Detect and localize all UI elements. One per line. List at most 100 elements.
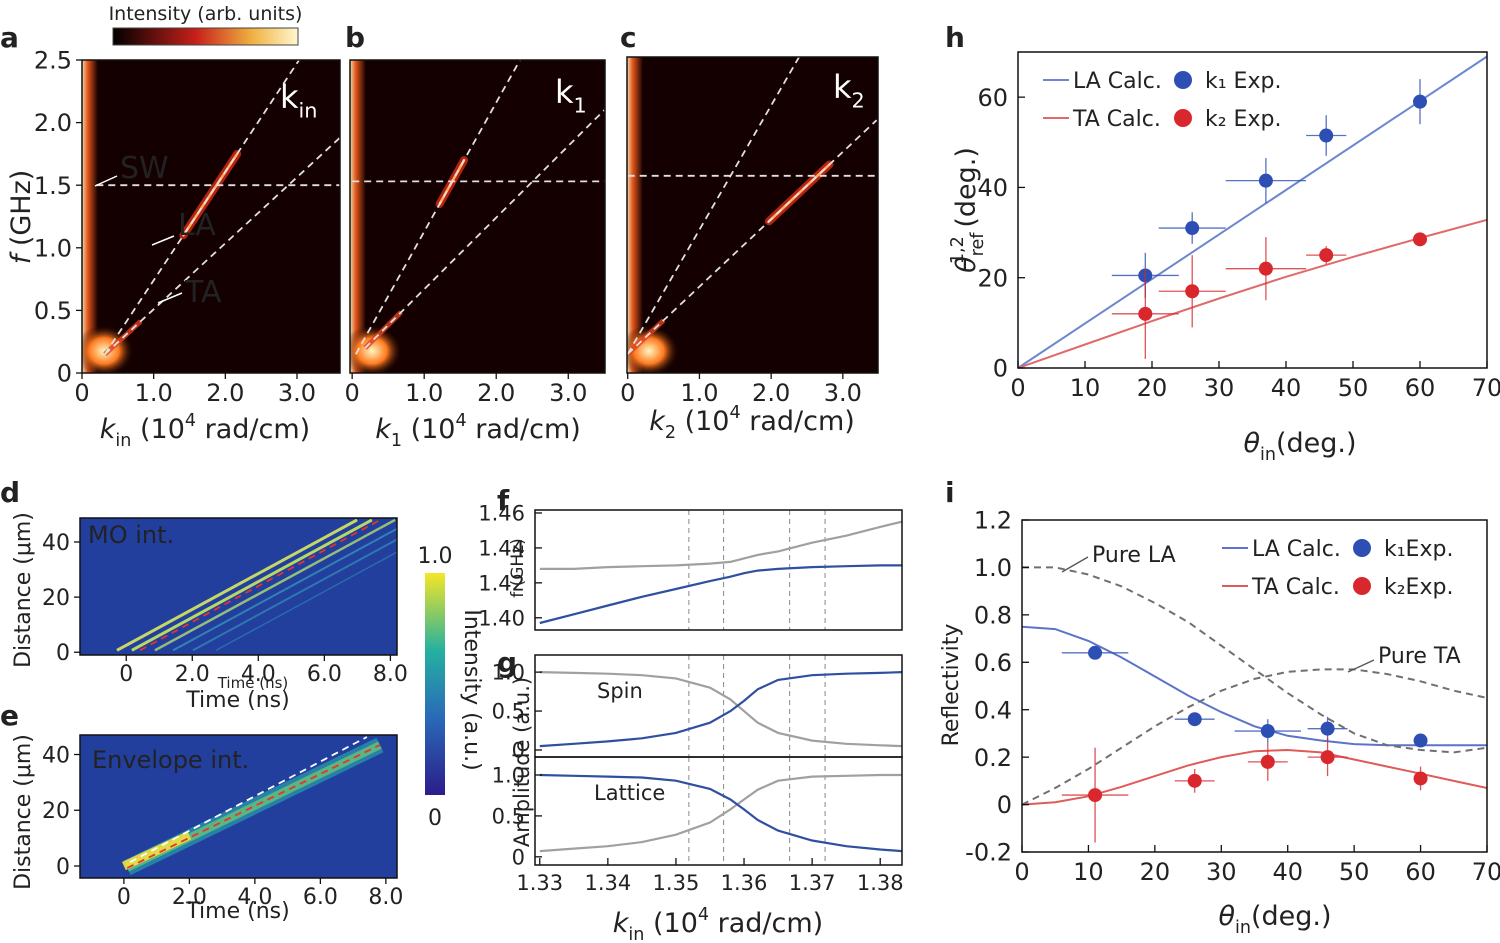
colorbar-label: Intensity (a.u.) <box>459 609 484 770</box>
x-tick-label: 1.0 <box>135 379 173 407</box>
legend-label: TA Calc. <box>1072 107 1161 132</box>
colorbar-tick-label: 0 <box>428 806 442 831</box>
data-point <box>1413 733 1428 748</box>
heatmap-streak <box>131 518 373 652</box>
heatmap-streak <box>154 518 396 652</box>
data-point <box>1187 712 1202 727</box>
legend-marker <box>1353 577 1371 595</box>
x-axis-label-overlay: Time (ns) <box>217 674 289 692</box>
curve-label: Pure TA <box>1378 644 1461 669</box>
label-part: 4 <box>698 905 709 925</box>
y-tick-label: 0.8 <box>974 601 1012 629</box>
label-part: rad/cm) <box>709 908 823 939</box>
data-point <box>1260 754 1275 769</box>
label-part: rad/cm) <box>196 414 310 445</box>
x-tick-label: 2.0 <box>752 379 790 407</box>
data-point <box>1187 773 1202 788</box>
x-tick-label: 8.0 <box>373 662 408 687</box>
y-tick-label: 0.4 <box>974 696 1012 724</box>
panel-caption: Envelope int. <box>92 746 249 774</box>
y-tick-label: 0 <box>56 855 70 880</box>
y-tick-label: 1.2 <box>974 507 1012 535</box>
label-part: ref <box>968 232 988 257</box>
panel-label: f <box>497 484 510 517</box>
y-axis-label: Reflectivity <box>939 624 964 747</box>
y-tick-label: 0 <box>512 845 525 869</box>
y-tick-label: 20 <box>977 264 1008 292</box>
x-tick-label: 2.0 <box>206 379 244 407</box>
x-axis-label: Time (ns) <box>185 688 289 713</box>
dashed-line <box>129 736 368 863</box>
x-axis-label: θin(deg.) <box>1218 901 1331 938</box>
label-part: k <box>833 68 852 106</box>
plot-frame <box>349 59 606 374</box>
panel-label: e <box>0 699 19 732</box>
x-tick-label: 70 <box>1472 858 1500 886</box>
heatmap-blob <box>627 325 679 373</box>
x-tick-label: 0 <box>345 379 360 407</box>
label-part: in <box>628 925 644 943</box>
panel-label: d <box>0 476 20 509</box>
y-axis-label: Distance (μm) <box>11 512 36 668</box>
annotation: Spin <box>597 679 643 703</box>
label-part: rad/cm) <box>741 406 855 437</box>
y-axis-label: f (GHz) <box>508 538 528 598</box>
colorbar-label: Intensity (arb. units) <box>109 3 303 25</box>
annotation-leader <box>1061 556 1089 573</box>
x-tick-label: 50 <box>1339 858 1370 886</box>
y-tick-label: 0 <box>57 360 72 388</box>
label-part: in <box>299 99 318 123</box>
x-tick-label: 1.37 <box>789 871 836 895</box>
heatmap-streak <box>172 527 397 652</box>
label-part: (GHz) <box>6 170 37 255</box>
label-part: 2 <box>852 89 865 113</box>
legend-label: k₂ Exp. <box>1205 107 1281 132</box>
y-tick-label: 20 <box>42 799 70 824</box>
label-part: 4 <box>455 411 466 431</box>
curve-label: Pure LA <box>1092 543 1176 568</box>
series-line <box>539 773 902 853</box>
y-tick-label: 0.2 <box>974 744 1012 772</box>
plot-frame <box>626 56 879 374</box>
x-axis-label: kin (104 rad/cm) <box>613 905 823 943</box>
dashed-line <box>104 60 300 355</box>
data-point <box>1260 724 1275 739</box>
label-part: θ <box>1218 901 1235 932</box>
y-tick-label: 1.0 <box>492 661 525 685</box>
legend-label: LA Calc. <box>1073 69 1162 94</box>
x-tick-label: 1.33 <box>516 871 563 895</box>
plot-frame <box>1017 51 1488 369</box>
data-point <box>1413 94 1427 109</box>
calc-line <box>1018 218 1487 368</box>
y-tick-label: 60 <box>977 84 1008 112</box>
panel-label: h <box>945 21 965 54</box>
label-part: in <box>115 431 131 451</box>
y-tick-label: 0.5 <box>492 804 525 828</box>
y-axis-label: θref1,2 (deg.) <box>948 147 988 273</box>
label-part: k <box>613 908 630 939</box>
annotation-leader <box>1347 659 1375 673</box>
label-part: Time (ns) <box>185 899 289 924</box>
heatmap-streak <box>121 831 192 871</box>
x-tick-label: 0 <box>119 662 133 687</box>
x-tick-label: 50 <box>1338 374 1369 402</box>
label-part: 1,2 <box>948 236 968 264</box>
series-line <box>539 520 902 570</box>
corner-label: k2 <box>833 68 865 113</box>
x-tick-label: 3.0 <box>549 379 587 407</box>
y-axis-label: f (GHz) <box>6 170 37 265</box>
heatmap-background <box>80 518 397 655</box>
dashed-line <box>139 519 381 652</box>
panel-label: c <box>620 21 637 54</box>
colorbar <box>425 573 445 795</box>
data-point <box>1258 261 1273 276</box>
y-tick-label: 1.0 <box>34 234 72 262</box>
y-tick-label: 0.6 <box>974 649 1012 677</box>
label-part: Amplitude (a.u.) <box>510 677 534 847</box>
annotation-leader <box>151 235 175 246</box>
x-axis-label: kin (104 rad/cm) <box>100 411 310 451</box>
legend-label: TA Calc. <box>1251 575 1340 600</box>
label-part: in <box>1235 918 1251 938</box>
y-tick-label: 1.44 <box>478 536 525 560</box>
